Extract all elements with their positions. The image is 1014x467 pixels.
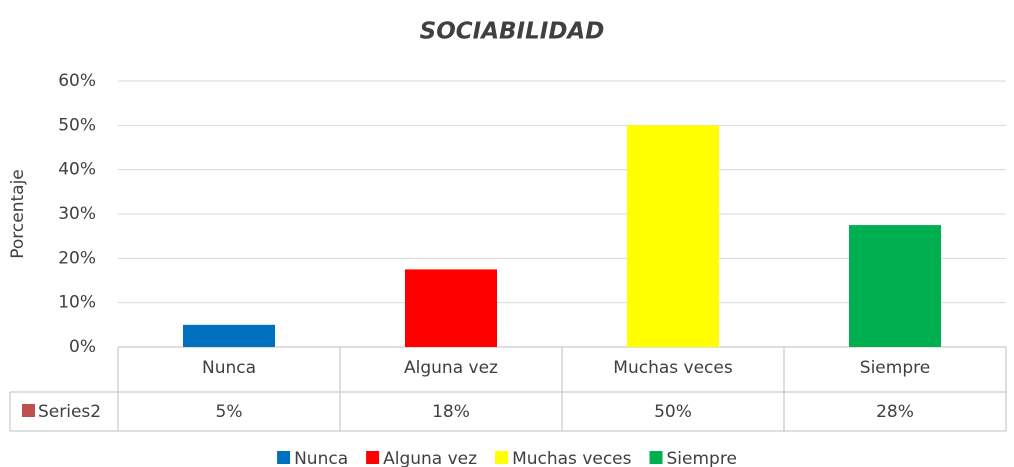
bar xyxy=(627,125,719,347)
y-tick-label: 30% xyxy=(58,204,96,224)
legend-swatch xyxy=(649,451,663,464)
x-tick-label: Alguna vez xyxy=(404,358,498,378)
bar xyxy=(405,269,497,347)
y-tick-label: 40% xyxy=(58,160,96,180)
legend-key xyxy=(22,404,35,417)
legend-label: Alguna vez xyxy=(383,449,477,467)
table-value: 5% xyxy=(216,402,243,422)
legend-swatch xyxy=(366,451,380,464)
table-value: 18% xyxy=(432,402,470,422)
y-tick-label: 10% xyxy=(58,293,96,313)
x-tick-label: Nunca xyxy=(202,358,256,378)
bar xyxy=(183,324,275,347)
y-axis-label: Porcentaje xyxy=(8,169,28,259)
y-tick-label: 0% xyxy=(69,337,96,357)
x-tick-label: Siempre xyxy=(860,358,930,378)
y-tick-label: 50% xyxy=(58,115,96,135)
table-value: 28% xyxy=(876,402,914,422)
chart-title: SOCIABILIDAD xyxy=(420,19,605,45)
x-tick-label: Muchas veces xyxy=(613,358,733,378)
y-tick-label: 20% xyxy=(58,248,96,268)
legend-swatch xyxy=(277,451,291,464)
legend-label: Muchas veces xyxy=(512,449,632,467)
table-value: 50% xyxy=(654,402,692,422)
legend-label: Nunca xyxy=(294,449,348,467)
legend-label: Siempre xyxy=(667,449,737,467)
series-name: Series2 xyxy=(38,402,101,422)
y-tick-label: 60% xyxy=(58,71,96,91)
bar xyxy=(849,225,941,347)
legend-swatch xyxy=(495,451,509,464)
